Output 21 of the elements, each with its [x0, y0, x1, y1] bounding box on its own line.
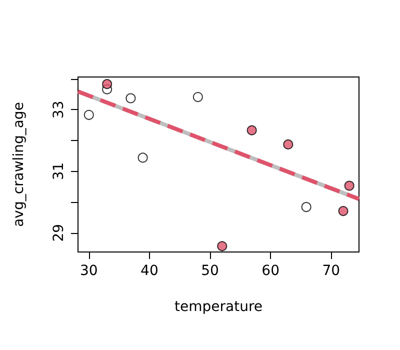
y-tick-label: 33	[51, 100, 67, 119]
point	[84, 110, 94, 120]
point	[283, 139, 294, 150]
point	[246, 125, 257, 136]
point	[138, 152, 148, 163]
x-tick-label: 70	[322, 263, 340, 279]
x-tick-label: 50	[201, 263, 219, 279]
y-tick-label: 31	[51, 162, 67, 180]
point	[344, 180, 354, 191]
point	[301, 202, 312, 212]
point	[217, 241, 228, 252]
point	[192, 92, 203, 102]
point	[102, 79, 112, 90]
point	[126, 93, 136, 104]
x-tick-label: 60	[262, 263, 280, 279]
x-tick-label: 40	[140, 263, 158, 279]
x-tick-label: 30	[80, 263, 98, 279]
y-axis-title: avg_crawling_age	[11, 102, 27, 227]
x-axis-title: temperature	[174, 299, 262, 315]
point	[338, 206, 348, 216]
y-tick-label: 29	[51, 224, 67, 242]
